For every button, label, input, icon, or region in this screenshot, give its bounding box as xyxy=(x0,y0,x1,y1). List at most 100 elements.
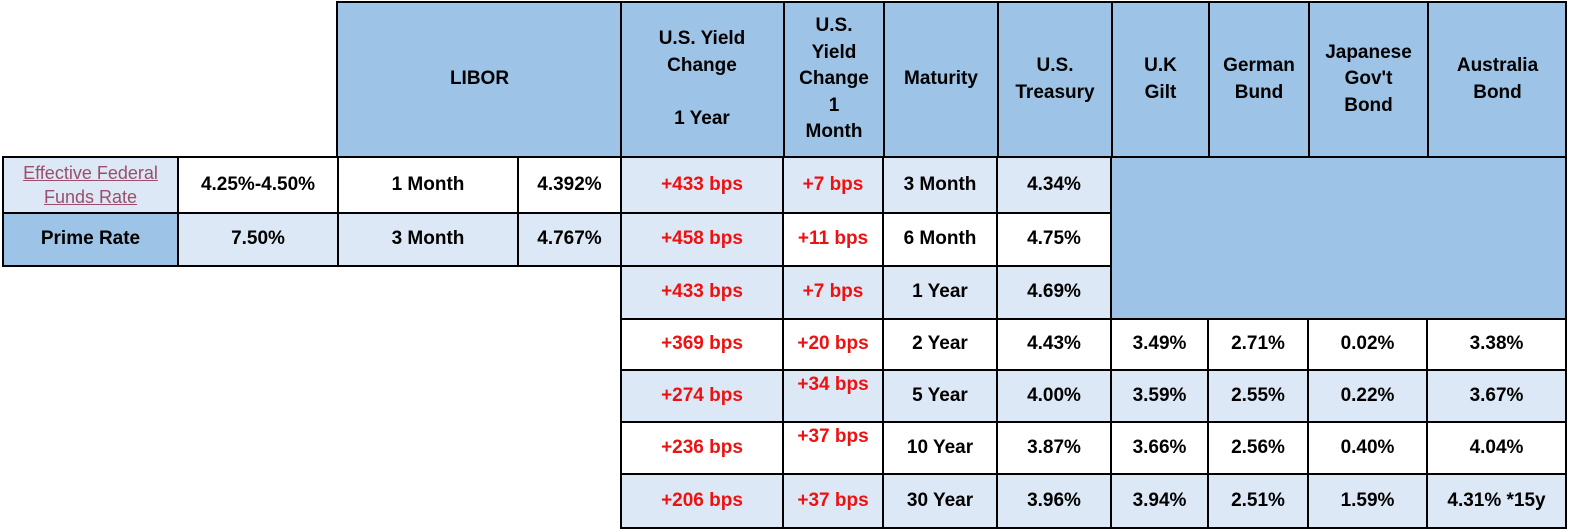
header-line: Treasury xyxy=(1015,81,1095,103)
table-row-cell-us-treasury: 4.75% xyxy=(997,213,1111,266)
table-row-cell-us-treasury: 4.34% xyxy=(997,157,1111,213)
header-australia-bond: Australia Bond xyxy=(1427,2,1566,157)
libor-value: 4.767% xyxy=(537,228,602,250)
grid-line xyxy=(336,1,338,158)
header-line: 1 Year xyxy=(674,108,730,130)
cell-text: +37 bps xyxy=(797,489,869,511)
cell-text: 2.71% xyxy=(1231,333,1285,355)
cell-text: 4.31% *15y xyxy=(1447,489,1546,511)
table-row-cell-german-bund: 2.71% xyxy=(1208,319,1308,370)
cell-text: 0.22% xyxy=(1340,384,1395,406)
cell-text: 3.49% xyxy=(1132,333,1187,355)
header-line: Change xyxy=(667,54,737,76)
grid-line xyxy=(517,156,519,267)
header-german-bund: German Bund xyxy=(1208,2,1308,157)
table-row-cell-australia-bond: 3.38% xyxy=(1427,319,1566,370)
grid-line xyxy=(2,156,4,267)
cell-text: +433 bps xyxy=(661,173,743,195)
cell-text: 5 Year xyxy=(912,384,968,406)
header-us-treasury: U.S. Treasury xyxy=(997,2,1111,157)
prime-rate-label: Prime Rate xyxy=(3,213,178,266)
cell-text: +274 bps xyxy=(661,384,743,406)
header-line: Gilt xyxy=(1144,81,1177,103)
table-row-cell-change-1m: +37 bps xyxy=(783,474,883,528)
header-us-yield-change-1-month: U.S. Yield Change 1 Month xyxy=(783,2,883,157)
table-row-cell-change-1y: +433 bps xyxy=(621,266,783,319)
table-row-cell-change-1y: +236 bps xyxy=(621,422,783,474)
header-line: Japanese xyxy=(1325,41,1412,63)
grid-line xyxy=(620,156,1567,158)
grid-line xyxy=(177,156,179,267)
link-line: Funds Rate xyxy=(43,187,138,207)
grid-line xyxy=(2,212,622,214)
table-row-cell-change-1m: +37 bps xyxy=(783,422,883,474)
grid-line xyxy=(620,369,1567,371)
table-row-cell-uk-gilt: 3.49% xyxy=(1111,319,1208,370)
cell-text: 4.34% xyxy=(1027,173,1081,195)
header-line: U.S. Yield xyxy=(658,28,746,50)
cell-text: 2.51% xyxy=(1231,489,1285,511)
header-maturity-label: Maturity xyxy=(904,68,978,90)
cell-text: +433 bps xyxy=(661,281,743,303)
header-us-yield-change-1-year: U.S. Yield Change 1 Year xyxy=(621,2,783,157)
effective-federal-funds-rate-link[interactable]: Effective Federal Funds Rate xyxy=(3,157,178,213)
cell-text: +369 bps xyxy=(661,333,743,355)
grid-line xyxy=(620,1,622,529)
header-japanese-bond: Japanese Gov't Bond xyxy=(1308,2,1427,157)
table-row-cell-us-treasury: 4.69% xyxy=(997,266,1111,319)
table-row-cell-japanese-bond: 0.40% xyxy=(1308,422,1427,474)
table-row-cell-australia-bond: 3.67% xyxy=(1427,370,1566,422)
cell-text: 2 Year xyxy=(912,333,968,355)
table-row-cell-us-treasury: 4.43% xyxy=(997,319,1111,370)
cell-text: 0.40% xyxy=(1340,436,1395,458)
table-row-cell-maturity: 2 Year xyxy=(883,319,997,370)
table-row-cell-uk-gilt: 3.94% xyxy=(1111,474,1208,528)
header-line: Gov't xyxy=(1344,68,1393,90)
table-row-cell-uk-gilt: 3.59% xyxy=(1111,370,1208,422)
grid-line xyxy=(620,473,1567,475)
cell-text: +7 bps xyxy=(802,281,864,303)
table-row-cell-german-bund: 2.55% xyxy=(1208,370,1308,422)
cell-text: 1 Year xyxy=(912,281,968,303)
grid-line xyxy=(1426,318,1428,529)
table-row-cell-change-1m: +7 bps xyxy=(783,157,883,213)
header-libor: LIBOR xyxy=(338,2,621,157)
grid-line xyxy=(996,156,998,529)
header-line: 1 xyxy=(828,94,840,116)
grid-line xyxy=(620,318,1567,320)
header-line: Yield xyxy=(811,41,857,63)
cell-text: 1.59% xyxy=(1340,489,1395,511)
rate-value: 4.25%-4.50% xyxy=(200,173,316,195)
cell-text: 3.66% xyxy=(1132,436,1187,458)
table-row-cell-maturity: 3 Month xyxy=(883,157,997,213)
header-uk-gilt: U.K Gilt xyxy=(1111,2,1208,157)
rate-value: 7.50% xyxy=(231,228,285,250)
cell-text: 4.43% xyxy=(1027,333,1081,355)
grid-line xyxy=(620,212,1112,214)
table-row-cell-maturity: 6 Month xyxy=(883,213,997,266)
table-row-cell-us-treasury: 4.00% xyxy=(997,370,1111,422)
libor-value-3-month: 4.767% xyxy=(518,213,621,266)
cell-text: +37 bps xyxy=(797,426,869,447)
header-libor-label: LIBOR xyxy=(449,68,510,90)
header-line: Bond xyxy=(1344,94,1393,116)
table-row-cell-change-1y: +458 bps xyxy=(621,213,783,266)
cell-text: 4.04% xyxy=(1469,436,1524,458)
cell-text: +20 bps xyxy=(797,333,869,355)
libor-value: 4.392% xyxy=(537,173,602,195)
cell-text: 3.94% xyxy=(1132,489,1187,511)
header-line: Australia xyxy=(1456,54,1539,76)
grid-line xyxy=(2,265,622,267)
libor-term-3-month: 3 Month xyxy=(338,213,518,266)
header-line: Bund xyxy=(1234,81,1284,103)
header-line: U.S. xyxy=(815,15,853,37)
table-row-cell-change-1m: +7 bps xyxy=(783,266,883,319)
cell-text: 3.38% xyxy=(1469,333,1524,355)
cell-text: 3.87% xyxy=(1027,436,1081,458)
table-row-cell-uk-gilt: 3.66% xyxy=(1111,422,1208,474)
table-row-cell-change-1y: +206 bps xyxy=(621,474,783,528)
table-row-cell-us-treasury: 3.96% xyxy=(997,474,1111,528)
libor-value-1-month: 4.392% xyxy=(518,157,621,213)
header-line: U.K xyxy=(1144,54,1177,76)
effective-federal-funds-rate-value: 4.25%-4.50% xyxy=(178,157,338,213)
